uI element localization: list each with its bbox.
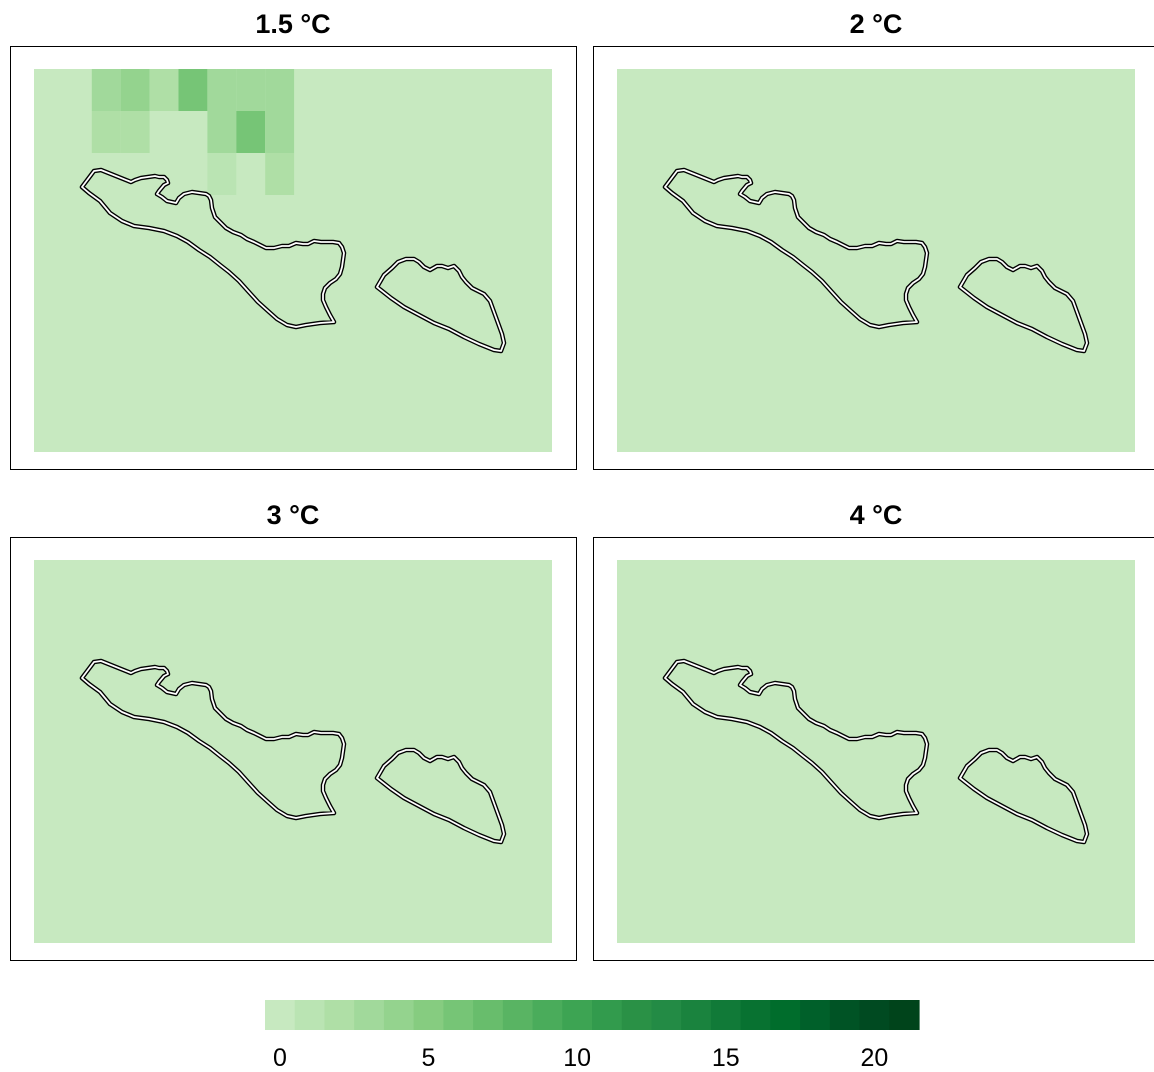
map-background xyxy=(34,560,552,943)
colorbar-swatch xyxy=(473,1000,504,1030)
grid-cell xyxy=(236,69,266,111)
panel-title: 4 °C xyxy=(850,500,903,530)
panel-2: 2 °C xyxy=(593,9,1154,470)
colorbar-swatch xyxy=(354,1000,385,1030)
coastline-inner-2 xyxy=(376,749,505,843)
colorbar-swatch xyxy=(265,1000,296,1030)
grid-cell xyxy=(265,111,295,153)
colorbar-swatch xyxy=(413,1000,444,1030)
coastline-inner-2 xyxy=(376,258,505,352)
colorbar-tick-label: 5 xyxy=(422,1044,436,1072)
colorbar-swatch xyxy=(532,1000,563,1030)
map-panels: 1.5 °C 2 °C 3 °C 4 °C xyxy=(10,9,1154,961)
colorbar-swatch xyxy=(502,1000,534,1030)
grid-cell xyxy=(207,111,237,153)
colorbar-swatch xyxy=(443,1000,474,1030)
colorbar-swatch xyxy=(740,1000,771,1030)
grid-cell xyxy=(265,153,295,195)
colorbar: 0 5 10 15 20 xyxy=(265,1000,920,1072)
colorbar-swatch xyxy=(800,1000,831,1030)
coastline-inner-1 xyxy=(664,660,928,819)
colorbar-swatch xyxy=(651,1000,682,1030)
panel-title: 1.5 °C xyxy=(255,9,330,39)
colorbar-swatch xyxy=(383,1000,415,1030)
colorbar-swatch xyxy=(294,1000,326,1030)
grid-cell xyxy=(120,69,150,111)
panel-4: 4 °C xyxy=(593,500,1154,961)
colorbar-tick-label: 10 xyxy=(563,1044,591,1072)
colorbar-swatch xyxy=(621,1000,653,1030)
map-background xyxy=(617,69,1135,452)
colorbar-swatch xyxy=(829,1000,861,1030)
panel-title: 3 °C xyxy=(267,500,320,530)
grid-cell xyxy=(207,69,237,111)
grid-cell xyxy=(265,69,295,111)
grid-cell xyxy=(120,111,150,153)
colorbar-tick-label: 20 xyxy=(860,1044,888,1072)
panel-1: 1.5 °C xyxy=(10,9,577,470)
colorbar-tick-label: 0 xyxy=(273,1044,287,1072)
colorbar-swatch xyxy=(770,1000,801,1030)
grid-cell xyxy=(149,69,179,111)
coastline-inner-1 xyxy=(81,660,345,819)
colorbar-swatch xyxy=(592,1000,623,1030)
coastline-inner-2 xyxy=(959,749,1088,843)
colorbar-swatch xyxy=(859,1000,890,1030)
grid-cell xyxy=(91,111,121,153)
panel-3: 3 °C xyxy=(10,500,577,961)
grid-cell xyxy=(236,111,266,153)
colorbar-swatch xyxy=(324,1000,355,1030)
colorbar-swatch xyxy=(562,1000,593,1030)
coastline-inner-1 xyxy=(664,169,928,328)
grid-cell xyxy=(178,69,208,111)
colorbar-tick-label: 15 xyxy=(712,1044,740,1072)
panel-title: 2 °C xyxy=(850,9,903,39)
coastline-inner-2 xyxy=(959,258,1088,352)
colorbar-swatch xyxy=(681,1000,712,1030)
coastline-inner-1 xyxy=(81,169,345,328)
colorbar-swatch xyxy=(889,1000,920,1030)
grid-cell xyxy=(207,153,237,195)
colorbar-swatch xyxy=(710,1000,742,1030)
map-background xyxy=(617,560,1135,943)
grid-cell xyxy=(91,69,121,111)
